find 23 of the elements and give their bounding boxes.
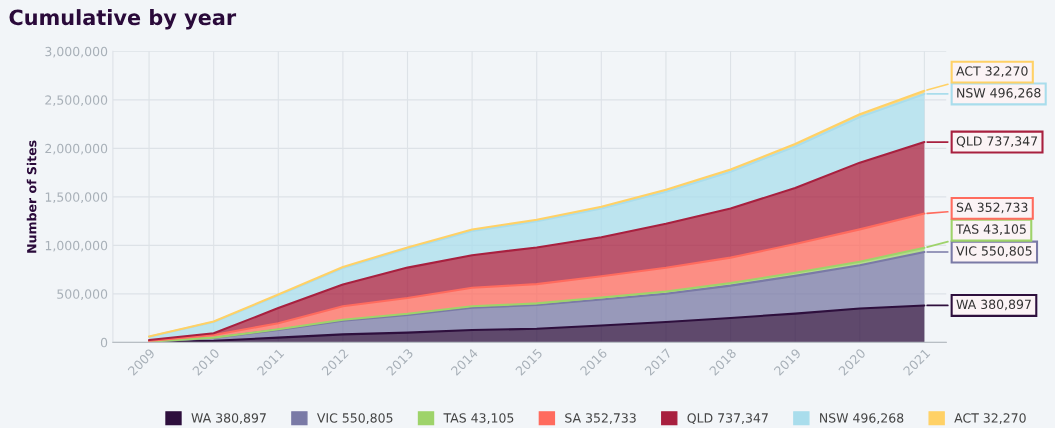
data-label: SA 352,733: [956, 202, 1028, 214]
data-label: ACT 32,270: [956, 66, 1028, 78]
chart-title: Cumulative by year: [9, 9, 237, 30]
data-label: QLD 737,347: [956, 136, 1038, 148]
y-axis-title: Number of Sites: [26, 140, 37, 253]
y-tick-label: 500,000: [57, 289, 108, 301]
y-tick-label: 2,500,000: [45, 95, 108, 107]
y-tick-label: 1,500,000: [45, 192, 108, 204]
data-label: WA 380,897: [956, 299, 1031, 311]
data-label: VIC 550,805: [956, 246, 1032, 257]
legend-label: ACT 32,270: [954, 413, 1026, 424]
legend-label: VIC 550,805: [316, 413, 393, 424]
legend-label: SA 352,733: [565, 413, 636, 424]
legend-label: TAS 43,105: [443, 413, 514, 424]
legend-label: QLD 737,347: [687, 413, 768, 425]
y-tick-label: 2,000,000: [45, 143, 108, 155]
legend-label: WA 380,897: [191, 413, 266, 424]
y-tick-label: 3,000,000: [45, 46, 108, 58]
y-tick-label: 1,000,000: [45, 240, 108, 252]
data-label: TAS 43,105: [955, 224, 1026, 236]
data-label: NSW 496,268: [957, 88, 1041, 99]
legend-label: NSW 496,268: [820, 413, 904, 424]
y-tick-label: 0: [100, 337, 108, 348]
